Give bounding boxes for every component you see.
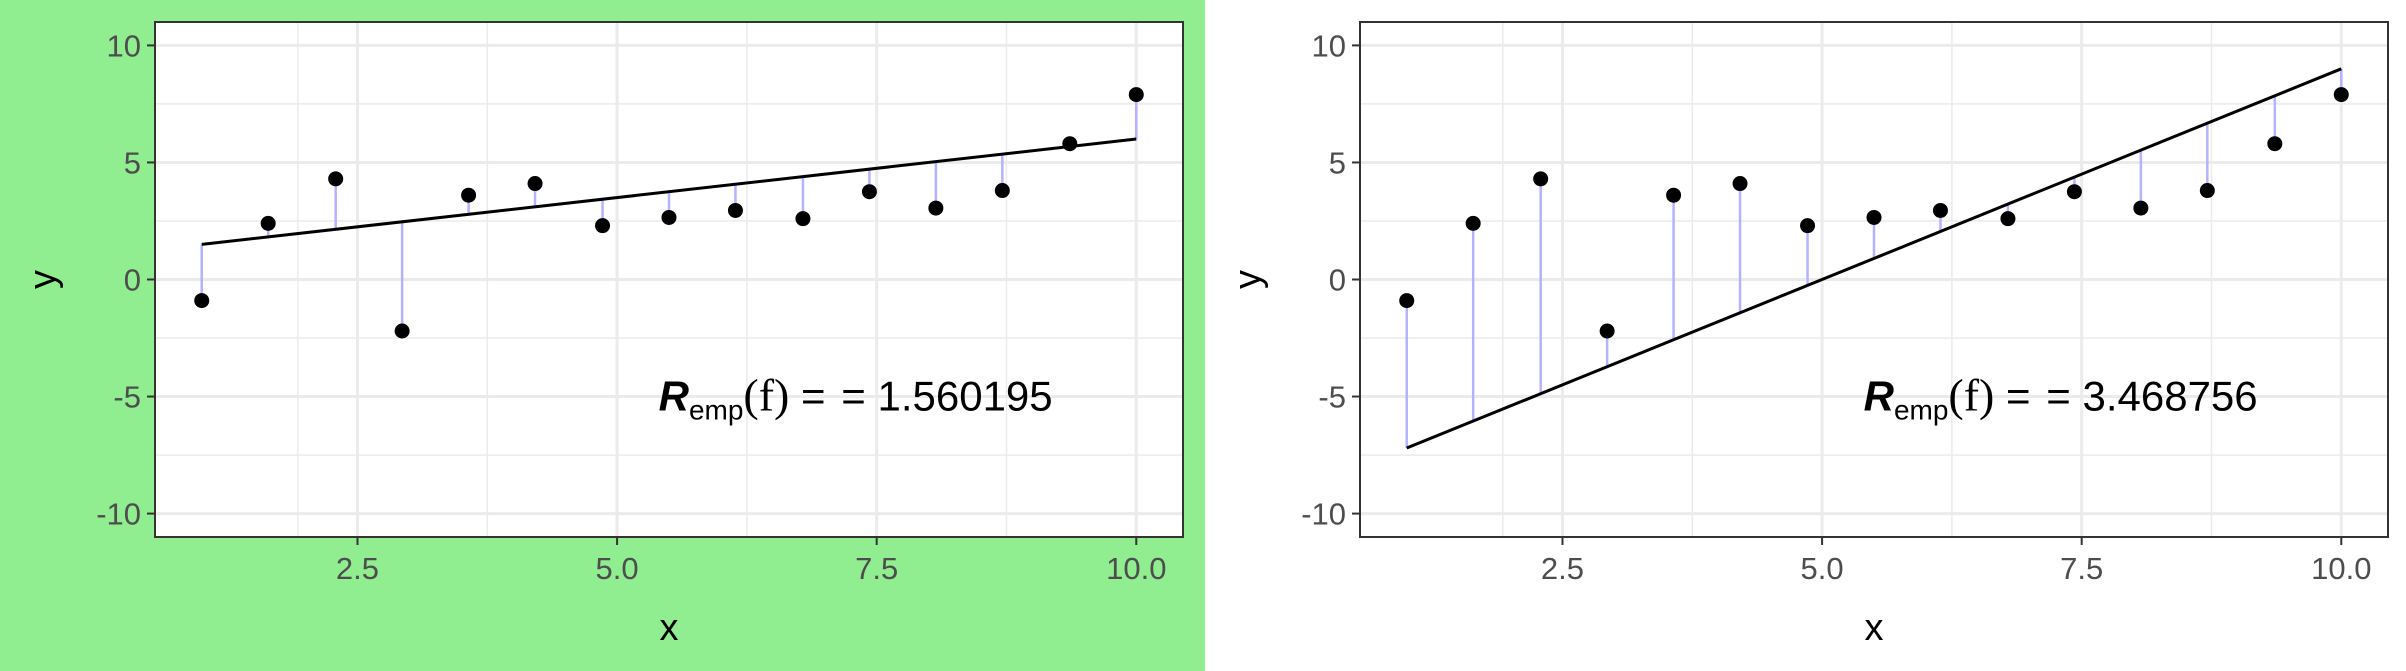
data-point [2000, 211, 2016, 227]
data-point [1533, 171, 1549, 187]
data-point [1128, 87, 1144, 103]
x-axis-title: x [1865, 607, 1884, 649]
data-point [661, 209, 677, 225]
chart-panel-2: 2.5 5.0 7.5 10.0 10 5 0 -5 -10 x y Remp(f) = = 3.46… [1227, 21, 2389, 649]
annotation-risk-symbol: R [659, 373, 690, 420]
y-tick-label: -10 [96, 497, 141, 532]
data-point [527, 176, 543, 192]
data-point [1932, 202, 1948, 218]
x-tick-label: 2.5 [336, 551, 379, 586]
data-point [1465, 215, 1481, 231]
x-tick-label: 10.0 [1106, 551, 1166, 586]
data-point [1866, 209, 1882, 225]
y-tick-label: 0 [124, 263, 141, 298]
fit-line [201, 137, 1137, 246]
data-point [1800, 218, 1816, 234]
data-point [1599, 323, 1615, 339]
y-tick-label: 10 [107, 28, 141, 63]
data-point [394, 323, 410, 339]
y-tick-label: -5 [113, 380, 141, 415]
x-tick-label: 10.0 [2311, 551, 2371, 586]
y-tick-label: 5 [124, 145, 141, 180]
data-point [1062, 136, 1078, 152]
data-point [1666, 187, 1682, 203]
y-axis-title: y [1227, 270, 1269, 289]
annotation-argument: (f) [743, 370, 789, 421]
data-point [1399, 293, 1415, 309]
annotation-subscript: emp [689, 395, 743, 426]
gridlines [1360, 22, 2388, 537]
annotation-subscript: emp [1894, 395, 1948, 426]
data-point [861, 184, 877, 200]
y-tick-label: -10 [1301, 497, 1346, 532]
data-point [795, 211, 811, 227]
x-tick-label: 5.0 [1801, 551, 1844, 586]
data-point [2066, 184, 2082, 200]
data-point [1732, 176, 1748, 192]
x-tick-label: 5.0 [596, 551, 639, 586]
y-tick-label: 10 [1312, 28, 1346, 63]
y-tick-label: 0 [1329, 263, 1346, 298]
annotation-equals: = [1994, 373, 2042, 420]
annotation-risk-symbol: R [1864, 373, 1895, 420]
annotation-value: = 3.468756 [2046, 373, 2257, 420]
x-tick-label: 2.5 [1541, 551, 1584, 586]
annotation-argument: (f) [1948, 370, 1994, 421]
gridlines [155, 22, 1183, 537]
data-point [2333, 87, 2349, 103]
y-tick-label: 5 [1329, 145, 1346, 180]
data-point [928, 200, 944, 216]
x-tick-label: 7.5 [855, 551, 898, 586]
data-point [595, 218, 611, 234]
fit-line [1406, 67, 2342, 450]
annotation-equals: = [789, 373, 837, 420]
data-point [328, 171, 344, 187]
data-point [994, 183, 1010, 199]
data-point [2199, 183, 2215, 199]
data-point [2267, 136, 2283, 152]
risk-annotation: Remp(f) = = 3.468756 [1864, 370, 2258, 426]
data-point [461, 187, 477, 203]
data-point [727, 202, 743, 218]
y-tick-label: -5 [1318, 380, 1346, 415]
annotation-value: = 1.560195 [841, 373, 1052, 420]
x-axis-title: x [660, 607, 679, 649]
risk-annotation: Remp(f) = = 1.560195 [659, 370, 1053, 426]
chart-panel-1: 2.5 5.0 7.5 10.0 10 5 0 -5 -10 x y Remp(f) = = 1.56… [0, 0, 1205, 671]
x-tick-label: 7.5 [2060, 551, 2103, 586]
y-axis-title: y [22, 270, 64, 289]
data-points [194, 87, 1144, 339]
data-point [260, 215, 276, 231]
data-point [194, 293, 210, 309]
data-points [1399, 87, 2349, 339]
data-point [2133, 200, 2149, 216]
